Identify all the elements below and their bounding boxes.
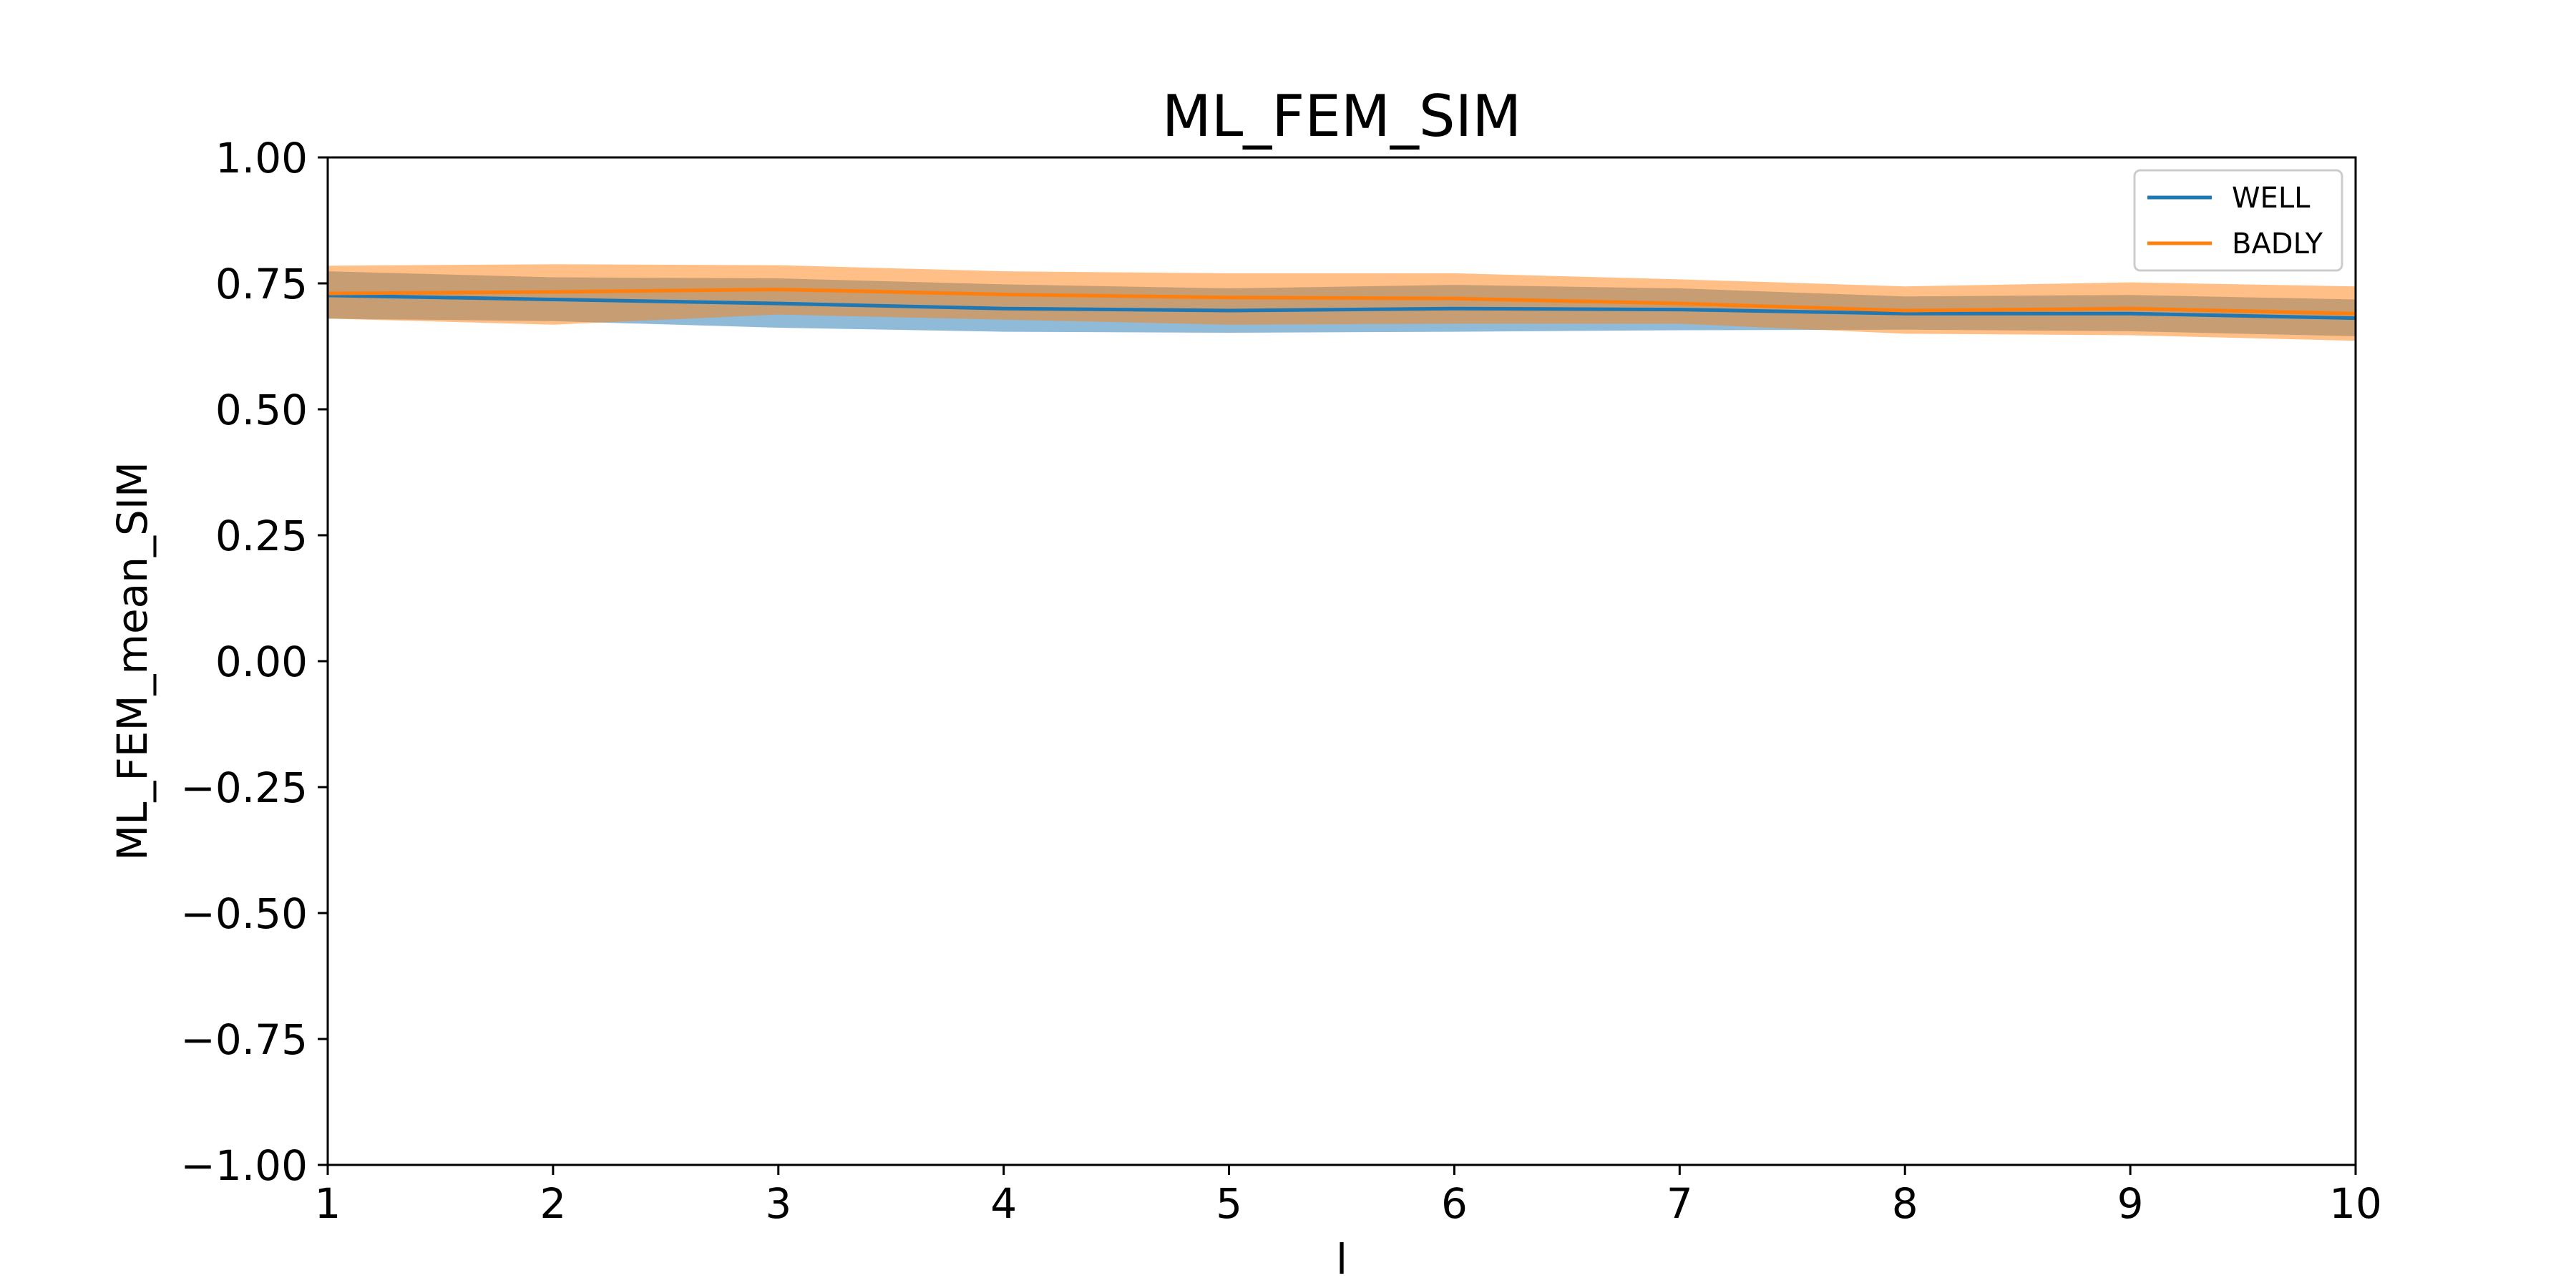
legend[interactable]: WELL BADLY [2133, 169, 2343, 272]
x-tick-label: 8 [1892, 1179, 1918, 1228]
x-axis-label: l [1336, 1235, 1347, 1284]
chart-title: ML_FEM_SIM [1162, 83, 1522, 150]
y-tick-label: −0.25 [180, 763, 308, 812]
confidence-bands [328, 264, 2356, 341]
x-tick-label: 1 [315, 1179, 341, 1228]
y-tick-label: 1.00 [215, 134, 308, 182]
series-lines [327, 287, 2356, 321]
line-well [327, 293, 2356, 321]
x-tick-label: 10 [2329, 1179, 2382, 1228]
legend-label-well: WELL [2232, 182, 2311, 215]
x-tick-label: 4 [990, 1179, 1017, 1228]
y-tick-label: −1.00 [180, 1141, 308, 1190]
x-tick-label: 3 [765, 1179, 791, 1228]
line-badly [327, 287, 2356, 316]
legend-label-badly: BADLY [2232, 228, 2323, 260]
y-axis-label: ML_FEM_mean_SIM [108, 462, 157, 861]
y-tick-label: 0.25 [215, 512, 308, 560]
y-tick-label: 0.50 [215, 386, 308, 434]
y-tick-label: −0.50 [180, 889, 308, 938]
y-tick-label: −0.75 [180, 1015, 308, 1064]
band-badly [328, 264, 2356, 341]
y-tick-label: 0.75 [215, 260, 308, 308]
x-tick-label: 2 [540, 1179, 566, 1228]
x-tick-label: 9 [2117, 1179, 2144, 1228]
x-tick-label: 5 [1216, 1179, 1242, 1228]
x-axis: 1 2 3 4 5 6 7 8 9 10 [315, 1165, 2382, 1228]
x-tick-label: 6 [1441, 1179, 1468, 1228]
x-tick-label: 7 [1667, 1179, 1693, 1228]
y-tick-label: 0.00 [215, 638, 308, 686]
legend-box [2133, 169, 2343, 272]
y-axis: −1.00 −0.75 −0.50 −0.25 0.00 0.25 0.50 0.75 1.00 [180, 134, 328, 1190]
